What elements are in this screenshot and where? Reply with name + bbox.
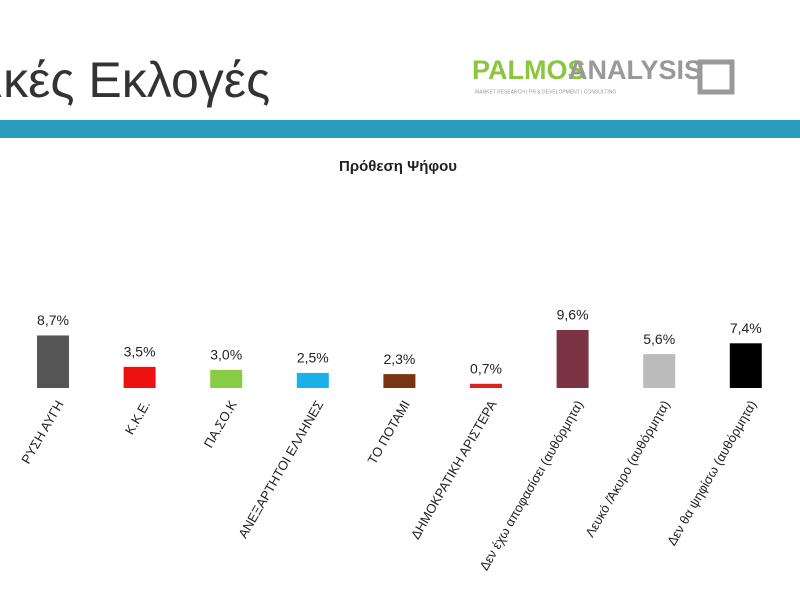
bar bbox=[470, 383, 502, 388]
x-tick-label: Δεν έχω αποφασίσει (αυθόρμητα) bbox=[476, 398, 586, 573]
logo-left: PALMOS bbox=[472, 55, 586, 85]
data-label: 2,3% bbox=[383, 351, 415, 367]
x-tick-label: ΠΑ.ΣΟ.Κ bbox=[201, 397, 240, 450]
x-tick-label: ΑΝΕΞΑΡΤΗΤΟΙ ΕΛΛΗΝΕΣ bbox=[235, 398, 326, 541]
data-label: 3,0% bbox=[210, 347, 242, 363]
x-tick-label: Λευκό /Άκυρο (αυθόρμητα) bbox=[582, 398, 673, 540]
logo-tagline: MARKET RESEARCH | PR & DEVELOPMENT | CON… bbox=[475, 89, 616, 95]
chart-title: Πρόθεση Ψήφου bbox=[339, 158, 457, 175]
x-tick-label: Κ.Κ.Ε. bbox=[122, 398, 153, 437]
bar bbox=[643, 354, 676, 388]
data-label: 5,6% bbox=[643, 331, 675, 347]
header-band bbox=[0, 120, 800, 138]
bar bbox=[556, 330, 589, 388]
bar bbox=[123, 366, 156, 388]
data-label: 3,5% bbox=[124, 344, 156, 360]
data-label: 7,4% bbox=[730, 320, 762, 336]
bar bbox=[383, 374, 416, 388]
x-tick-label: ΡΥΣΗ ΑΥΓΗ bbox=[18, 398, 66, 467]
data-label: 0,7% bbox=[470, 360, 502, 376]
page-title: ικές Εκλογές bbox=[0, 52, 270, 108]
x-tick-label: ΔΗΜΟΚΡΑΤΙΚΗ ΑΡΙΣΤΕΡΑ bbox=[408, 397, 500, 541]
bar bbox=[729, 343, 762, 388]
data-label: 9,6% bbox=[557, 307, 589, 323]
logo-right: ANALYSIS bbox=[568, 55, 702, 85]
bar bbox=[296, 372, 329, 388]
data-label: 8,7% bbox=[37, 312, 69, 328]
x-tick-label: Δεν θα ψηφίσω (αυθόρμητα) bbox=[664, 398, 759, 548]
x-tick-label: ΤΟ ΠΟΤΑΜΙ bbox=[364, 398, 413, 467]
data-label: 2,5% bbox=[297, 350, 329, 366]
logo-icon bbox=[697, 59, 735, 95]
bar bbox=[37, 335, 69, 388]
bar bbox=[210, 369, 243, 388]
